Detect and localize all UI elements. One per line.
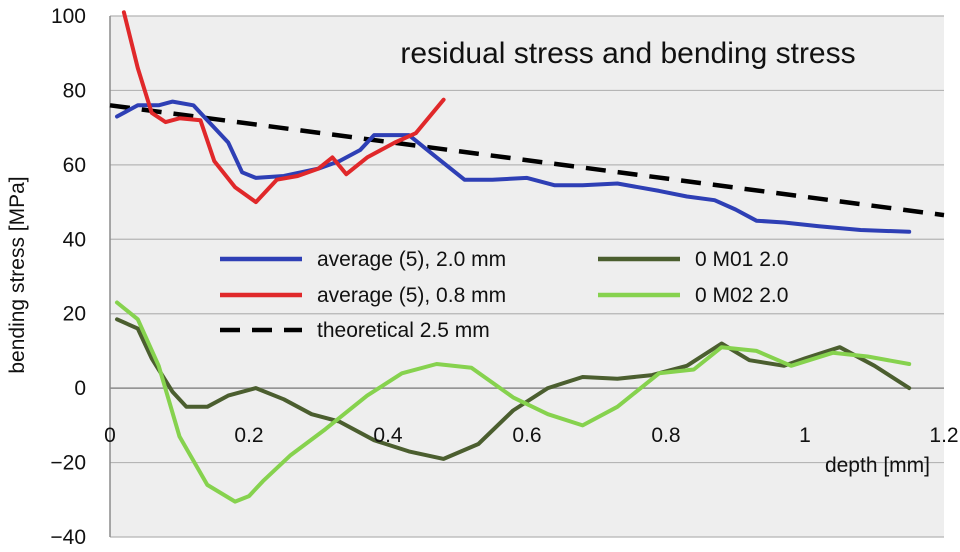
series-line bbox=[115, 300, 912, 504]
y-tick-label: 40 bbox=[63, 228, 86, 251]
legend-label: average (5), 0.8 mm bbox=[317, 284, 506, 307]
x-axis-label: depth [mm] bbox=[825, 454, 930, 477]
y-tick-label: −20 bbox=[50, 452, 86, 475]
legend-label: theoretical 2.5 mm bbox=[317, 319, 490, 342]
x-tick-labels: 0 0.2 0.4 0.6 0.8 1 1.2 bbox=[104, 424, 958, 447]
x-tick-label: 0.2 bbox=[234, 424, 263, 447]
x-tick-label: 0.8 bbox=[651, 424, 680, 447]
y-tick-label: 100 bbox=[51, 5, 86, 28]
series-line bbox=[121, 10, 446, 205]
y-tick-label: 0 bbox=[74, 377, 86, 400]
x-tick-label: 0.4 bbox=[373, 424, 403, 447]
gridlines bbox=[110, 15, 944, 538]
legend-label: average (5), 2.0 mm bbox=[317, 248, 506, 271]
x-tick-label: 0 bbox=[104, 424, 116, 447]
series-line bbox=[115, 99, 912, 234]
y-tick-label: 20 bbox=[63, 303, 86, 326]
y-axis-label: bending stress [MPa] bbox=[6, 176, 29, 373]
x-tick-label: 0.6 bbox=[512, 424, 541, 447]
y-tick-label: 60 bbox=[63, 154, 86, 177]
plot-area bbox=[110, 16, 944, 537]
y-tick-labels: 100 80 60 40 20 0 −20 −40 bbox=[50, 5, 86, 549]
series-layer bbox=[109, 10, 945, 504]
y-tick-label: −40 bbox=[50, 526, 86, 549]
series-line bbox=[109, 103, 945, 218]
series-line bbox=[115, 317, 912, 461]
legend-label: 0 M02 2.0 bbox=[695, 284, 788, 307]
x-tick-label: 1.2 bbox=[929, 424, 958, 447]
x-tick-label: 1 bbox=[799, 424, 811, 447]
y-tick-label: 80 bbox=[63, 79, 86, 102]
legend-label: 0 M01 2.0 bbox=[695, 248, 788, 271]
chart-title: residual stress and bending stress bbox=[400, 37, 855, 70]
legend: average (5), 2.0 mm average (5), 0.8 mm th… bbox=[220, 248, 788, 342]
